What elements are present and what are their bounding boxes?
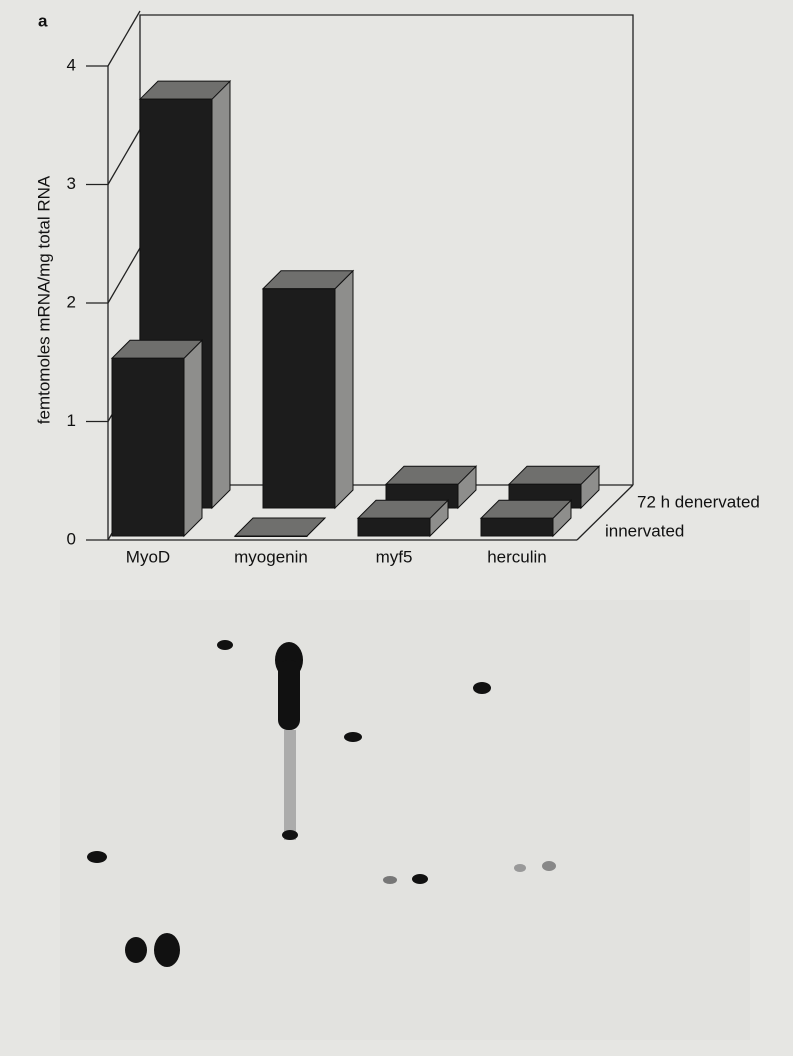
bar-side [335,271,353,508]
bar [263,289,335,508]
series-label: 72 h denervated [637,492,760,511]
y-tick-label: 0 [67,529,76,548]
y-axis-label: femtomoles mRNA/mg total RNA [34,175,53,424]
bar [358,518,430,536]
x-tick-label: myogenin [234,547,308,566]
bar [481,518,553,536]
y-tick-label: 2 [67,292,76,311]
x-tick-label: herculin [487,547,547,566]
x-tick-label: MyoD [126,547,170,566]
bar-side [212,81,230,508]
x-tick-label: myf5 [376,547,413,566]
figure: a femtomoles mRNA/mg total RNA 0 1 2 3 4 MyoD… [0,0,793,1056]
y-tick-label: 1 [67,411,76,430]
panel-label: a [38,11,48,30]
bar [112,358,184,536]
series-label: innervated [605,521,684,540]
bar-side [184,340,202,536]
blot-image [60,600,750,1040]
y-tick-label: 4 [67,55,76,74]
y-tick-label: 3 [67,174,76,193]
bar [235,536,307,537]
